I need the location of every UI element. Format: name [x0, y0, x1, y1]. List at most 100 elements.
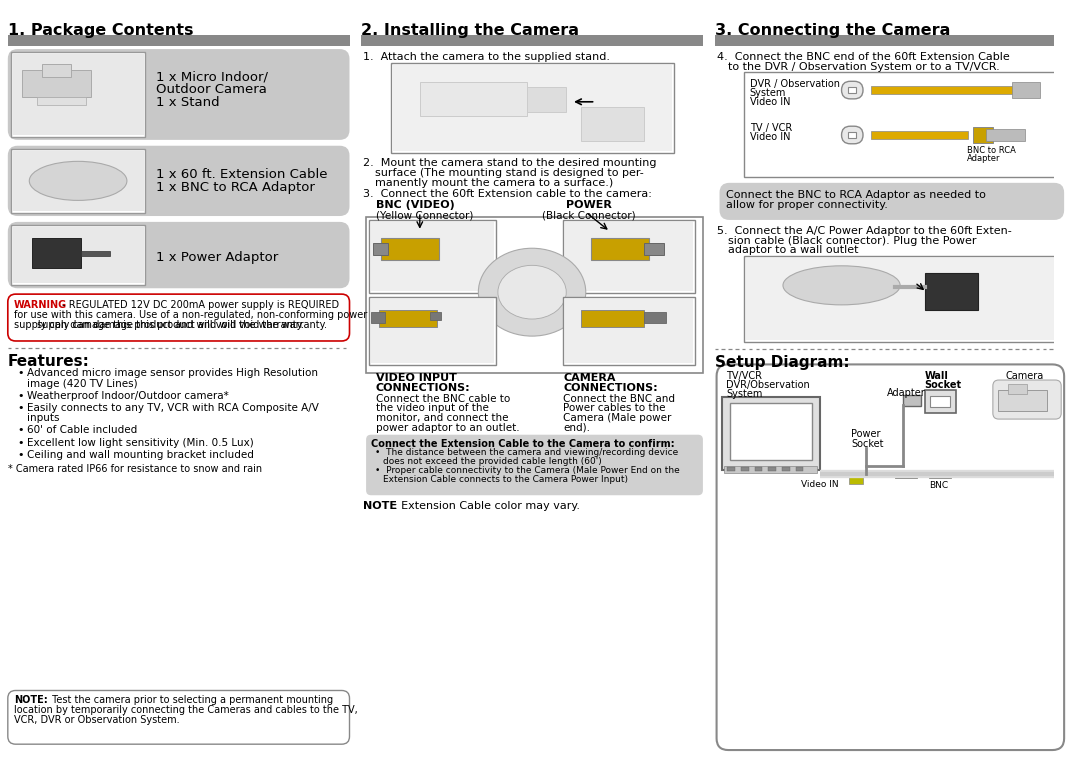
Text: 1 x Power Adaptor: 1 x Power Adaptor: [157, 251, 279, 264]
Text: CAMERA: CAMERA: [564, 373, 616, 383]
Text: 1 x 60 ft. Extension Cable: 1 x 60 ft. Extension Cable: [157, 168, 327, 181]
Text: Test the camera prior to selecting a permanent mounting: Test the camera prior to selecting a per…: [49, 695, 333, 705]
Text: Connect the BNC and: Connect the BNC and: [564, 394, 675, 404]
Text: (Black Connector): (Black Connector): [542, 210, 635, 221]
Text: 60' of Cable included: 60' of Cable included: [27, 426, 137, 436]
Text: supply can damage this product and will void the warranty.: supply can damage this product and will …: [14, 320, 303, 330]
Bar: [372, 299, 494, 363]
Ellipse shape: [29, 161, 127, 201]
Text: NOTE: NOTE: [363, 501, 397, 511]
Text: Connect the BNC to RCA Adaptor as needed to: Connect the BNC to RCA Adaptor as needed…: [727, 190, 986, 200]
Text: •  Proper cable connectivity to the Camera (Male Power End on the: • Proper cable connectivity to the Camer…: [375, 466, 683, 475]
Bar: [13, 54, 144, 135]
Bar: [1012, 82, 1040, 98]
Text: VCR, DVR or Observation System.: VCR, DVR or Observation System.: [14, 715, 179, 725]
Text: VIDEO INPUT: VIDEO INPUT: [376, 373, 457, 383]
Text: Excellent low light sensitivity (Min. 0.5 Lux): Excellent low light sensitivity (Min. 0.…: [27, 438, 254, 448]
Text: Video IN: Video IN: [750, 132, 791, 142]
Text: Socket: Socket: [924, 380, 961, 390]
Text: inputs: inputs: [27, 414, 59, 423]
Bar: [715, 35, 1064, 46]
Text: Outdoor Camera: Outdoor Camera: [157, 83, 267, 96]
FancyBboxPatch shape: [8, 49, 350, 140]
Text: •: •: [17, 403, 24, 413]
Text: DVR/Observation: DVR/Observation: [727, 380, 810, 390]
Text: BNC (VIDEO): BNC (VIDEO): [376, 201, 455, 211]
Text: surface (The mounting stand is designed to per-: surface (The mounting stand is designed …: [375, 168, 644, 179]
Text: Advanced micro image sensor provides High Resolution: Advanced micro image sensor provides Hig…: [27, 369, 319, 378]
Bar: [782, 467, 789, 471]
Bar: [930, 396, 950, 407]
Text: CONNECTIONS:: CONNECTIONS:: [376, 383, 471, 393]
Bar: [11, 225, 146, 285]
Bar: [527, 87, 566, 111]
Bar: [361, 35, 703, 46]
Text: 1 x BNC to RCA Adaptor: 1 x BNC to RCA Adaptor: [157, 181, 315, 194]
Text: TV / VCR: TV / VCR: [750, 124, 792, 134]
Text: : Extension Cable color may vary.: : Extension Cable color may vary.: [394, 501, 580, 511]
Text: Camera (Male power: Camera (Male power: [564, 414, 672, 423]
Bar: [744, 256, 1056, 342]
Bar: [849, 132, 856, 138]
Text: end).: end).: [564, 423, 591, 433]
Bar: [849, 477, 863, 485]
Bar: [581, 310, 645, 327]
Bar: [591, 239, 649, 260]
Bar: [564, 297, 696, 365]
Text: TV/VCR: TV/VCR: [727, 372, 762, 382]
Bar: [723, 397, 820, 470]
Text: Video IN: Video IN: [800, 480, 838, 488]
Bar: [870, 131, 969, 139]
Text: POWER: POWER: [566, 201, 612, 211]
Text: System: System: [750, 89, 786, 98]
Text: CONNECTIONS:: CONNECTIONS:: [564, 383, 658, 393]
Bar: [924, 272, 978, 310]
Bar: [768, 467, 777, 471]
Text: •: •: [17, 391, 24, 401]
Text: - REGULATED 12V DC 200mA power supply is REQUIRED: - REGULATED 12V DC 200mA power supply is…: [58, 300, 339, 310]
Bar: [372, 312, 384, 324]
FancyBboxPatch shape: [993, 380, 1062, 419]
Text: Weatherproof Indoor/Outdoor camera*: Weatherproof Indoor/Outdoor camera*: [27, 391, 229, 401]
Bar: [1008, 384, 1027, 394]
Bar: [744, 72, 1056, 177]
Bar: [645, 312, 665, 324]
Bar: [998, 390, 1047, 411]
Bar: [565, 222, 693, 291]
Text: •  The distance between the camera and viewing/recording device: • The distance between the camera and vi…: [375, 449, 678, 457]
Bar: [392, 65, 672, 150]
Text: DVR / Observation: DVR / Observation: [750, 79, 840, 89]
Bar: [746, 258, 1054, 340]
Bar: [11, 149, 146, 213]
FancyBboxPatch shape: [717, 365, 1064, 750]
FancyBboxPatch shape: [8, 691, 350, 744]
Text: 3.  Connect the 60ft Extension cable to the camera:: 3. Connect the 60ft Extension cable to t…: [363, 188, 652, 198]
Text: Connect the Extension Cable to the Camera to confirm:: Connect the Extension Cable to the Camer…: [372, 439, 675, 449]
Bar: [13, 150, 144, 211]
Text: 1 x Stand: 1 x Stand: [157, 96, 220, 109]
Bar: [727, 467, 735, 471]
Bar: [366, 217, 703, 373]
Bar: [369, 220, 496, 293]
Bar: [37, 97, 86, 105]
Text: the video input of the: the video input of the: [376, 404, 489, 414]
Text: 2. Installing the Camera: 2. Installing the Camera: [361, 23, 579, 37]
Bar: [730, 404, 812, 460]
Text: Power cables to the: Power cables to the: [564, 404, 665, 414]
Ellipse shape: [478, 248, 585, 336]
Text: manently mount the camera to a surface.): manently mount the camera to a surface.): [375, 178, 613, 188]
Text: Power: Power: [851, 429, 881, 439]
Bar: [373, 243, 388, 255]
Ellipse shape: [783, 266, 900, 305]
Text: 2.  Mount the camera stand to the desired mounting: 2. Mount the camera stand to the desired…: [363, 159, 657, 169]
Ellipse shape: [498, 266, 566, 319]
FancyBboxPatch shape: [719, 183, 1064, 220]
Bar: [13, 227, 144, 283]
Bar: [430, 312, 442, 320]
Bar: [565, 299, 693, 363]
Text: 5.  Connect the A/C Power Adaptor to the 60ft Exten-: 5. Connect the A/C Power Adaptor to the …: [717, 226, 1011, 236]
Text: Camera: Camera: [1005, 372, 1043, 382]
Text: Features:: Features:: [8, 354, 90, 369]
FancyBboxPatch shape: [8, 222, 350, 288]
Text: power adaptor to an outlet.: power adaptor to an outlet.: [376, 423, 519, 433]
